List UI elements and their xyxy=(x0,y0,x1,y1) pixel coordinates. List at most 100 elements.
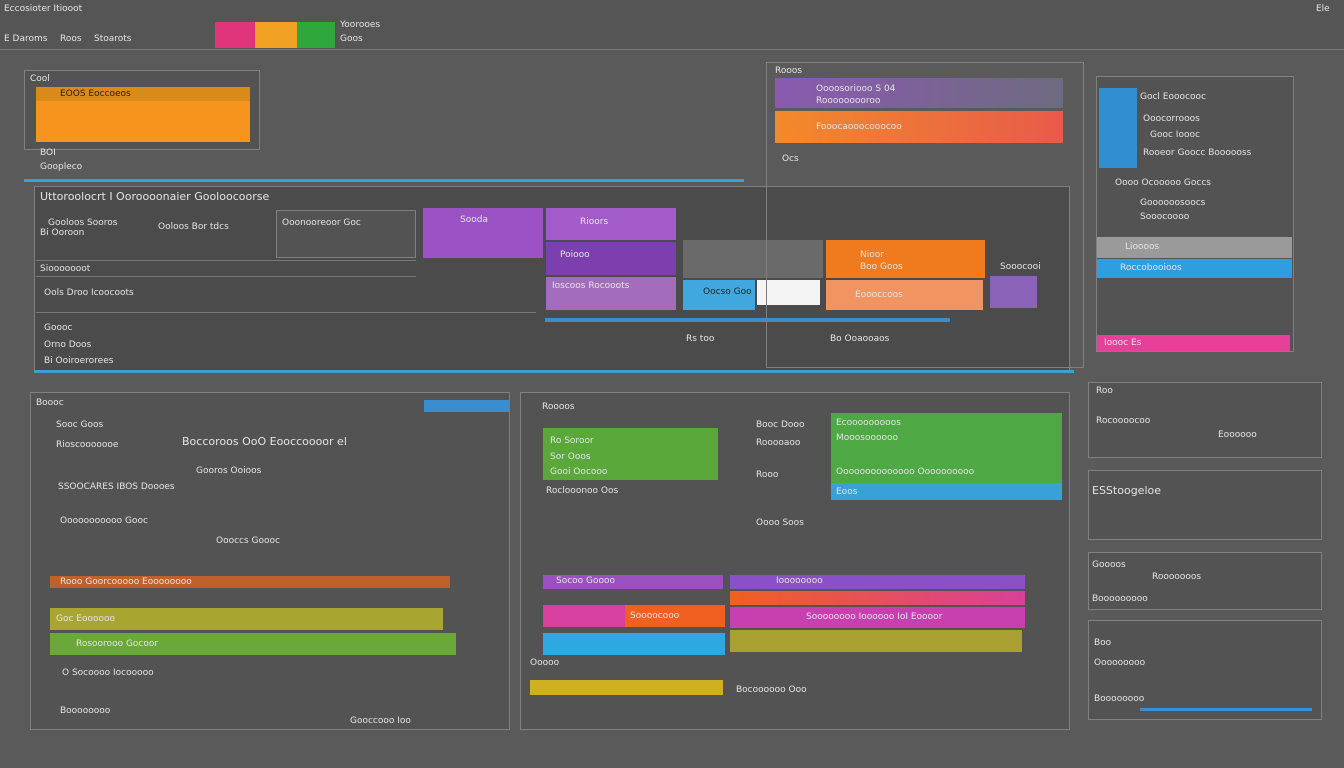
side-item[interactable]: Oooo Ocooooo Goccs xyxy=(1115,178,1211,188)
block-label: Ioscoos Rocooots xyxy=(552,281,630,291)
bar-label: Ecooooooooos xyxy=(836,418,901,428)
item: Ooooooooo xyxy=(1094,658,1146,668)
icon-column xyxy=(1099,88,1137,168)
swatch[interactable] xyxy=(297,22,335,48)
block-label: Rioors xyxy=(580,217,609,227)
side-item[interactable]: Ioooc Es xyxy=(1104,338,1142,348)
panel xyxy=(30,392,510,730)
bar[interactable] xyxy=(775,78,1063,108)
block-label: Boo Goos xyxy=(860,262,903,272)
card-label: Ooloos Bor tdcs xyxy=(158,222,229,232)
row-label: SSOOCARES IBOS Doooes xyxy=(58,482,175,492)
side-item[interactable]: Gooc Ioooc xyxy=(1150,130,1200,140)
block-label: Sooda xyxy=(460,215,488,225)
bar-label: Mooosoooooo xyxy=(836,433,899,443)
block-label: Sooocooi xyxy=(1000,262,1041,272)
row-label: Ools Droo Icoocoots xyxy=(44,288,134,298)
block-label: Nioor xyxy=(860,250,884,260)
bar[interactable] xyxy=(543,633,725,655)
row-label: Goooc xyxy=(44,323,73,333)
row-label: Sooc Goos xyxy=(56,420,104,430)
bar[interactable] xyxy=(730,575,1025,589)
substatus: Goos xyxy=(340,34,363,44)
swatch[interactable] xyxy=(255,22,297,48)
block[interactable] xyxy=(546,242,676,275)
bar[interactable] xyxy=(50,576,450,588)
card[interactable] xyxy=(276,210,416,258)
bar[interactable] xyxy=(730,630,1022,652)
bar[interactable] xyxy=(831,483,1062,500)
block[interactable] xyxy=(546,277,676,310)
menu-item[interactable]: E Daroms xyxy=(4,34,48,44)
row-label: Gooi Oocooo xyxy=(550,467,608,477)
row-label: Boccoroos OoO Eooccoooor el xyxy=(182,435,347,448)
block-label: Eoooccoos xyxy=(855,290,903,300)
side-item[interactable]: Lioooos xyxy=(1125,242,1160,252)
block[interactable] xyxy=(546,208,676,240)
bar[interactable] xyxy=(730,591,1025,605)
item: Goooos xyxy=(1092,560,1126,570)
row-label: Gooccooo Ioo xyxy=(350,716,411,726)
orange-card[interactable] xyxy=(36,87,250,142)
block[interactable] xyxy=(683,280,755,310)
block[interactable] xyxy=(683,240,823,278)
row-label: Bi Ooiroerorees xyxy=(44,356,114,366)
item: Rocoooocoo xyxy=(1096,416,1151,426)
label: Cool xyxy=(30,74,50,84)
row-label: Socoo Goooo xyxy=(556,576,616,586)
bar[interactable] xyxy=(543,575,723,589)
bar[interactable] xyxy=(50,608,443,630)
row-label: Roclooonoo Oos xyxy=(546,486,619,496)
side-row[interactable] xyxy=(1097,237,1292,258)
bar[interactable] xyxy=(831,413,1062,483)
bar[interactable] xyxy=(543,605,625,627)
row-label: Goc Eoooooo xyxy=(56,614,116,624)
side-item[interactable]: Roccobooioos xyxy=(1120,263,1182,273)
bar[interactable] xyxy=(625,605,725,627)
bar-label: Oooooooooooooo Oooooooooo xyxy=(836,467,975,477)
item: Boooooooo xyxy=(1094,694,1145,704)
row-label: Ooooooooooo Gooc xyxy=(60,516,148,526)
block[interactable] xyxy=(826,240,985,278)
progress xyxy=(1140,708,1312,711)
block[interactable] xyxy=(757,280,820,305)
block[interactable] xyxy=(423,208,543,258)
bar-label: Eoos xyxy=(836,487,858,497)
item: Eoooooo xyxy=(1218,430,1257,440)
item: Roo xyxy=(1096,386,1113,396)
row-label: Ro Soroor xyxy=(550,436,594,446)
swatch[interactable] xyxy=(215,22,255,48)
block[interactable] xyxy=(543,428,718,480)
side-item[interactable]: Goooooosoocs xyxy=(1140,198,1206,208)
block[interactable] xyxy=(990,276,1037,308)
bar[interactable] xyxy=(775,111,1063,143)
row-label: Rooo Goorcooooo Eoooooooo xyxy=(60,577,192,587)
header xyxy=(0,0,1344,50)
row-label: Rioscooooooe xyxy=(56,440,119,450)
row-line xyxy=(36,312,536,313)
item: Booooooooo xyxy=(1092,594,1148,604)
side-item[interactable]: Rooeor Goocc Boooooss xyxy=(1143,148,1252,158)
row-line xyxy=(36,260,416,261)
side-item[interactable]: Ooocorrooos xyxy=(1143,114,1200,124)
block[interactable] xyxy=(826,280,983,310)
tab[interactable] xyxy=(424,400,510,412)
side-row[interactable] xyxy=(1097,335,1290,351)
label: BOI xyxy=(40,148,56,158)
bar[interactable] xyxy=(50,633,456,655)
panel-title: Roooos xyxy=(542,402,575,412)
bar[interactable] xyxy=(530,680,723,695)
divider xyxy=(34,370,1074,373)
app-title: Eccosioter Itiooot xyxy=(4,4,83,14)
side-item[interactable]: Gocl Eooocooc xyxy=(1140,92,1206,102)
row-label: Rooooaoo xyxy=(756,438,801,448)
row-label: Oooo Soos xyxy=(756,518,804,528)
menu-item[interactable]: Roos xyxy=(60,34,82,44)
side-item[interactable]: Sooocoooo xyxy=(1140,212,1190,222)
row-line xyxy=(36,276,416,277)
panel-title: Boooc xyxy=(36,398,64,408)
bar[interactable] xyxy=(730,607,1025,628)
menu-item[interactable]: Stoarots xyxy=(94,34,132,44)
side-row[interactable] xyxy=(1097,259,1292,278)
